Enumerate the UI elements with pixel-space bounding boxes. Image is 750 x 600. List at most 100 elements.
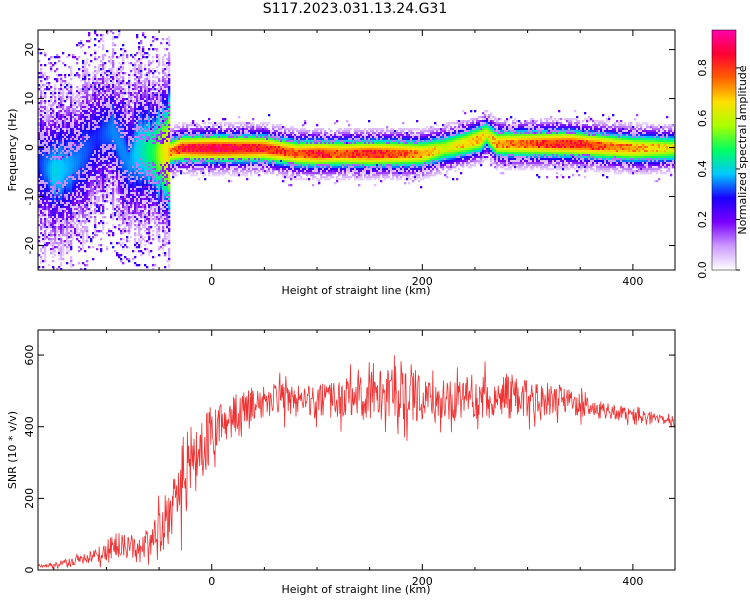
heatmap-cell — [64, 188, 67, 191]
heatmap-cell — [128, 110, 131, 113]
heatmap-cell — [158, 144, 161, 147]
heatmap-cell — [108, 120, 111, 123]
heatmap-cell — [116, 162, 119, 165]
heatmap-cell — [146, 80, 149, 83]
heatmap-cell — [130, 208, 133, 211]
heatmap-cell — [68, 208, 71, 211]
heatmap-cell — [140, 80, 143, 83]
heatmap-cell — [44, 196, 47, 199]
heatmap-cell — [74, 160, 77, 163]
heatmap-cell — [50, 196, 53, 199]
heatmap-cell — [56, 238, 59, 241]
heatmap-cell — [104, 102, 107, 105]
heatmap-cell — [48, 170, 51, 173]
heatmap-cell — [84, 136, 87, 139]
heatmap-cell — [104, 70, 107, 73]
heatmap-cell — [98, 84, 101, 87]
heatmap-cell — [82, 138, 85, 141]
heatmap-cell — [144, 168, 147, 171]
heatmap-cell — [112, 54, 115, 57]
heatmap-cell — [86, 184, 89, 187]
heatmap-cell — [132, 126, 135, 129]
heatmap-cell — [52, 142, 55, 145]
heatmap-cell — [134, 156, 137, 159]
heatmap-cell — [156, 216, 159, 219]
heatmap-cell — [100, 144, 103, 147]
heatmap-cell — [70, 170, 73, 173]
heatmap-cell — [132, 92, 135, 95]
heatmap-cell — [118, 62, 121, 65]
heatmap-cell — [66, 132, 69, 135]
heatmap-cell — [98, 196, 101, 199]
heatmap-cell — [82, 178, 85, 181]
heatmap-cell — [66, 152, 69, 155]
heatmap-cell — [140, 154, 143, 157]
heatmap-cell — [142, 182, 145, 185]
heatmap-cell — [78, 192, 81, 195]
heatmap-cell — [70, 200, 73, 203]
heatmap-cell — [116, 102, 119, 105]
heatmap-cell — [160, 206, 163, 209]
heatmap-cell — [46, 174, 49, 177]
heatmap-cell — [86, 120, 89, 123]
heatmap-cell — [140, 254, 143, 257]
heatmap-cell — [82, 136, 85, 139]
heatmap-cell — [138, 108, 141, 111]
heatmap-cell — [86, 154, 89, 157]
heatmap-cell — [114, 162, 117, 165]
heatmap-cell — [78, 128, 81, 131]
heatmap-cell — [126, 152, 129, 155]
heatmap-cell — [94, 204, 97, 207]
heatmap-cell — [94, 148, 97, 151]
heatmap-cell — [100, 38, 103, 41]
heatmap-cell — [86, 116, 89, 119]
heatmap-cell — [148, 220, 151, 223]
heatmap-cell — [126, 102, 129, 105]
heatmap-cell — [48, 154, 51, 157]
heatmap-cell — [82, 62, 85, 65]
heatmap-cell — [74, 74, 77, 77]
heatmap-cell — [134, 150, 137, 153]
heatmap-cell — [108, 90, 111, 93]
heatmap-cell — [112, 168, 115, 171]
heatmap-cell — [92, 130, 95, 133]
heatmap-cell — [148, 212, 151, 215]
heatmap-cell — [98, 96, 101, 99]
heatmap-cell — [120, 48, 123, 51]
heatmap-cell — [46, 140, 49, 143]
heatmap-cell — [104, 108, 107, 111]
heatmap-cell — [100, 100, 103, 103]
heatmap-cell — [58, 152, 61, 155]
heatmap-cell — [124, 128, 127, 131]
heatmap-cell — [76, 184, 79, 187]
heatmap-cell — [118, 120, 121, 123]
heatmap-cell — [66, 154, 69, 157]
heatmap-cell — [122, 164, 125, 167]
heatmap-cell — [100, 98, 103, 101]
heatmap-cell — [146, 174, 149, 177]
heatmap-cell — [138, 134, 141, 137]
heatmap-cell — [50, 170, 53, 173]
heatmap-cell — [136, 170, 139, 173]
heatmap-cell — [142, 118, 145, 121]
heatmap-cell — [158, 78, 161, 81]
heatmap-cell — [40, 100, 43, 103]
heatmap-cell — [74, 100, 77, 103]
heatmap-cell — [112, 42, 115, 45]
heatmap-cell — [146, 146, 149, 149]
heatmap-cell — [66, 252, 69, 255]
heatmap-cell — [66, 222, 69, 225]
heatmap-cell — [158, 206, 161, 209]
heatmap-cell — [60, 128, 63, 131]
heatmap-cell — [86, 240, 89, 243]
heatmap-cell — [148, 204, 151, 207]
heatmap-cell — [158, 224, 161, 227]
heatmap-cell — [94, 112, 97, 115]
heatmap-cell — [106, 138, 109, 141]
heatmap-cell — [40, 164, 43, 167]
heatmap-cell — [158, 230, 161, 233]
heatmap-cell — [98, 142, 101, 145]
heatmap-cell — [76, 154, 79, 157]
heatmap-cell — [54, 162, 57, 165]
heatmap-cell — [72, 152, 75, 155]
